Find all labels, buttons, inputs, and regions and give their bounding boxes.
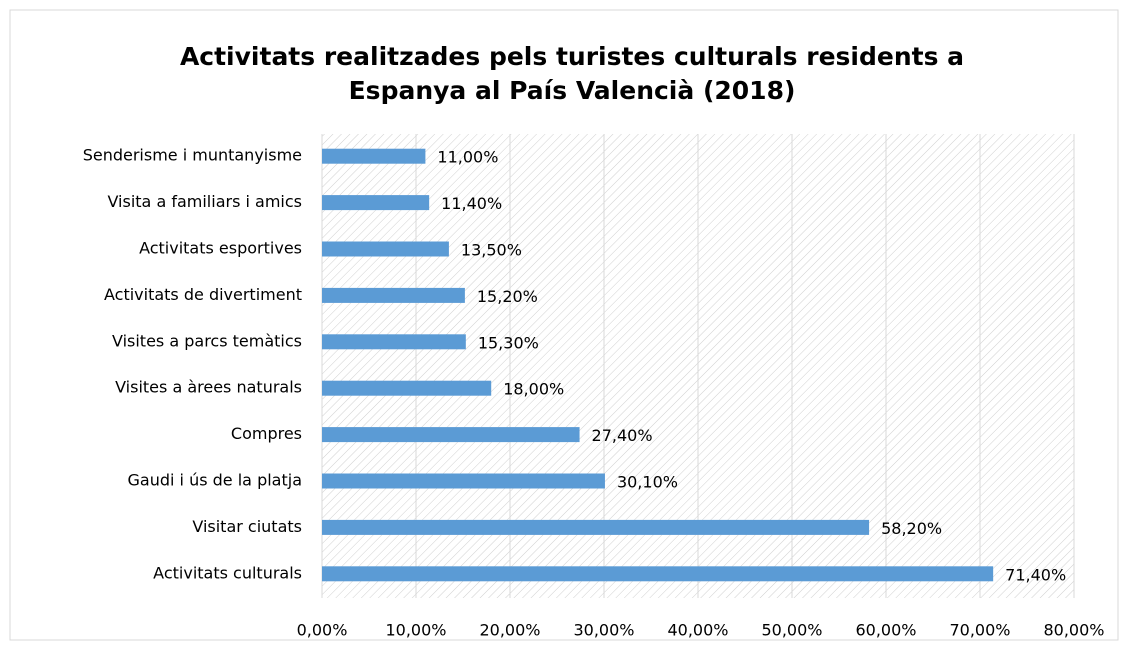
y-tick-label: Activitats de divertiment (104, 285, 302, 304)
bar (322, 473, 605, 489)
data-label: 30,10% (617, 473, 678, 492)
bar (322, 195, 430, 211)
y-tick-label: Visita a familiars i amics (107, 192, 302, 211)
x-tick-label: 60,00% (855, 621, 916, 640)
y-tick-label: Senderisme i muntanyisme (83, 146, 302, 165)
x-tick-label: 0,00% (297, 621, 348, 640)
x-tick-label: 40,00% (667, 621, 728, 640)
data-label: 15,20% (477, 287, 538, 306)
y-tick-label: Compres (231, 424, 302, 443)
data-label: 11,00% (437, 148, 498, 167)
y-tick-label: Gaudi i ús de la platja (128, 471, 302, 490)
data-label: 11,40% (441, 194, 502, 213)
bar (322, 380, 492, 396)
data-label: 58,20% (881, 519, 942, 538)
y-tick-label: Activitats esportives (139, 239, 302, 258)
bar (322, 241, 449, 257)
bar (322, 334, 466, 350)
y-tick-label: Visites a àrees naturals (115, 378, 302, 397)
data-label: 27,40% (592, 426, 653, 445)
y-tick-label: Visitar ciutats (192, 517, 302, 536)
bar (322, 427, 580, 443)
bar (322, 148, 426, 164)
x-tick-label: 80,00% (1043, 621, 1104, 640)
data-label: 71,40% (1005, 565, 1066, 584)
bar (322, 519, 870, 535)
y-tick-label: Visites a parcs temàtics (112, 331, 302, 350)
data-label: 13,50% (461, 241, 522, 260)
x-tick-label: 20,00% (479, 621, 540, 640)
bar (322, 287, 465, 303)
x-tick-label: 70,00% (949, 621, 1010, 640)
bar (322, 566, 994, 582)
x-tick-label: 50,00% (761, 621, 822, 640)
chart-title: Activitats realitzades pels turistes cul… (180, 42, 964, 71)
y-tick-label: Activitats culturals (153, 563, 302, 582)
data-label: 18,00% (503, 380, 564, 399)
data-label: 15,30% (478, 333, 539, 352)
chart-title: Espanya al País Valencià (2018) (349, 76, 796, 105)
x-tick-label: 10,00% (385, 621, 446, 640)
x-tick-label: 30,00% (573, 621, 634, 640)
